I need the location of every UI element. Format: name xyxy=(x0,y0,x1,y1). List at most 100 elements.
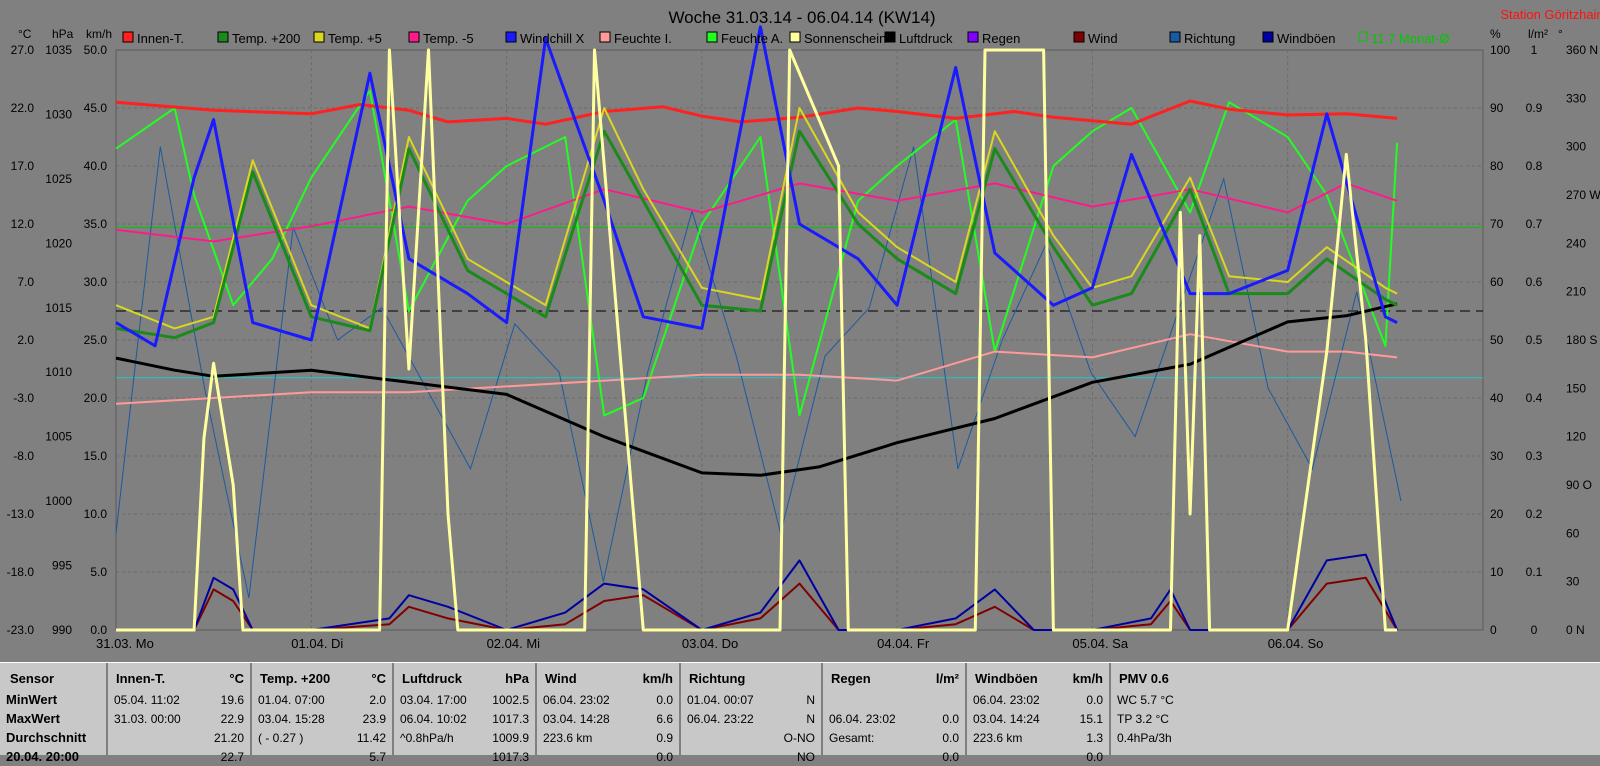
legend-label: Temp. +200 xyxy=(232,31,300,46)
temp-tick-label: 22.0 xyxy=(11,101,35,115)
pressure-tick-label: 1020 xyxy=(45,236,72,250)
direction-tick-label: 120 xyxy=(1566,430,1586,444)
legend-swatch xyxy=(122,31,134,43)
temp200-row-current: 5.7 xyxy=(369,750,386,764)
direction-tick-label: 360 N xyxy=(1566,43,1598,57)
pmv-column: PMV 0.6 WC 5.7 °C TP 3.2 °C 0.4hPa/3h xyxy=(1111,663,1600,755)
wind-column: Wind km/h 06.04. 23:02 0.0 03.04. 14:28 6.… xyxy=(537,663,681,764)
richtung-row-min: 01.04. 00:07 N xyxy=(687,693,815,707)
pressure-tick-label: 1005 xyxy=(45,430,72,444)
regen-row-max: 06.04. 23:02 0.0 xyxy=(829,712,959,726)
rain-tick-label: 0.1 xyxy=(1526,565,1543,579)
legend-swatch xyxy=(884,31,896,43)
rain-tick-label: 0 xyxy=(1531,623,1538,637)
luftdruck-header: Luftdruck xyxy=(402,671,462,686)
luftdruck-row-min: 03.04. 17:00 1002.5 xyxy=(400,693,529,707)
direction-tick-label: 60 xyxy=(1566,526,1580,540)
direction-tick-label: 330 xyxy=(1566,91,1586,105)
speed-unit: km/h xyxy=(86,27,112,41)
temp-tick-label: 27.0 xyxy=(11,43,35,57)
speed-tick-label: 10.0 xyxy=(84,507,108,521)
percent-tick-label: 0 xyxy=(1490,623,1497,637)
luftdruck-row-current: 1017.3 xyxy=(492,750,529,764)
series-innen-t xyxy=(115,99,1398,126)
percent-tick-label: 20 xyxy=(1490,507,1504,521)
temp-unit: °C xyxy=(18,27,32,41)
percent-tick-label: 30 xyxy=(1490,449,1504,463)
legend-label: Sonnenschein xyxy=(804,31,886,46)
series-feuchte-i xyxy=(115,333,1398,405)
legend-label: 11.7 Monat-Ø xyxy=(1371,31,1450,46)
boeen-row-max: 03.04. 14:24 15.1 xyxy=(973,712,1103,726)
legend-label: Richtung xyxy=(1184,31,1235,46)
boeen-row-current: 0.0 xyxy=(1086,750,1103,764)
series-temp-5 xyxy=(115,182,1398,243)
series-temp-200 xyxy=(115,129,1398,340)
percent-tick-label: 50 xyxy=(1490,333,1504,347)
rain-tick-label: 0.2 xyxy=(1526,507,1543,521)
rain-unit: l/m² xyxy=(1528,27,1548,41)
richtung-column: Richtung 01.04. 00:07 N 06.04. 23:22 N O-N… xyxy=(681,663,823,764)
regen-row-current: 0.0 xyxy=(942,750,959,764)
legend-label: Feuchte I. xyxy=(614,31,672,46)
direction-tick-label: 270 W xyxy=(1566,188,1600,202)
rain-tick-label: 0.8 xyxy=(1526,159,1543,173)
percent-tick-label: 100 xyxy=(1490,43,1510,57)
legend-label: Windchill X xyxy=(520,31,585,46)
luftdruck-row-max: 06.04. 10:02 1017.3 xyxy=(400,712,529,726)
x-tick-label: 05.04. Sa xyxy=(1072,636,1128,651)
pmv-row-trend: 0.4hPa/3h xyxy=(1117,731,1172,745)
wind-unit: km/h xyxy=(642,671,673,686)
stats-table: Sensor MinWert MaxWert Durchschnitt 20.0… xyxy=(0,662,1600,764)
percent-tick-label: 60 xyxy=(1490,275,1504,289)
percent-tick-label: 90 xyxy=(1490,101,1504,115)
sensor-column: Sensor MinWert MaxWert Durchschnitt 20.0… xyxy=(0,663,108,764)
innen-header: Innen-T. xyxy=(116,671,166,686)
temp200-row-max: 03.04. 15:28 23.9 xyxy=(258,712,386,726)
rain-tick-label: 0.9 xyxy=(1526,101,1543,115)
richtung-header: Richtung xyxy=(689,671,746,686)
richtung-row-avg: O-NO xyxy=(783,731,815,745)
luftdruck-column: Luftdruck hPa 03.04. 17:00 1002.5 06.04. … xyxy=(394,663,537,764)
series-windchill-x xyxy=(115,25,1398,348)
direction-tick-label: 300 xyxy=(1566,140,1586,154)
x-tick-label: 03.04. Do xyxy=(682,636,738,651)
temp-tick-label: 12.0 xyxy=(11,217,35,231)
legend-label: Wind xyxy=(1088,31,1118,46)
series-feuchte-a xyxy=(115,89,1399,417)
direction-tick-label: 90 O xyxy=(1566,478,1592,492)
legend-swatch xyxy=(1073,31,1085,43)
legend-label: Temp. -5 xyxy=(423,31,474,46)
percent-tick-label: 70 xyxy=(1490,217,1504,231)
direction-tick-label: 210 xyxy=(1566,285,1586,299)
pmv-row-wc: WC 5.7 °C xyxy=(1117,693,1174,707)
direction-tick-label: 0 N xyxy=(1566,623,1585,637)
legend-swatch xyxy=(1358,31,1368,42)
series-temp-5 xyxy=(115,107,1398,330)
legend-swatch xyxy=(706,31,718,43)
legend-swatch xyxy=(1169,31,1181,43)
pressure-tick-label: 1015 xyxy=(45,301,72,315)
regen-header: Regen xyxy=(831,671,871,686)
innen-row-current: 22.7 xyxy=(220,750,244,764)
legend-swatch xyxy=(217,31,229,43)
boeen-unit: km/h xyxy=(1072,671,1103,686)
legend-swatch xyxy=(505,31,517,43)
speed-tick-label: 50.0 xyxy=(84,43,108,57)
boeen-row-avg: 223.6 km 1.3 xyxy=(973,731,1103,745)
direction-tick-label: 180 S xyxy=(1566,333,1597,347)
speed-tick-label: 5.0 xyxy=(90,565,107,579)
innen-row-avg: 21.20 xyxy=(213,731,244,745)
x-tick-label: 02.04. Mi xyxy=(487,636,541,651)
x-tick-label: 04.04. Fr xyxy=(877,636,930,651)
legend-swatch xyxy=(789,31,801,43)
temp200-row-avg: ( - 0.27 ) 11.42 xyxy=(258,731,386,745)
speed-tick-label: 45.0 xyxy=(84,101,108,115)
speed-tick-label: 30.0 xyxy=(84,275,108,289)
innen-unit: °C xyxy=(229,671,244,686)
speed-tick-label: 35.0 xyxy=(84,217,108,231)
legend-label: Feuchte A. xyxy=(721,31,783,46)
row-label-current: 20.04. 20:00 xyxy=(6,749,80,764)
temp200-unit: °C xyxy=(371,671,386,686)
legend-label: Innen-T. xyxy=(137,31,184,46)
